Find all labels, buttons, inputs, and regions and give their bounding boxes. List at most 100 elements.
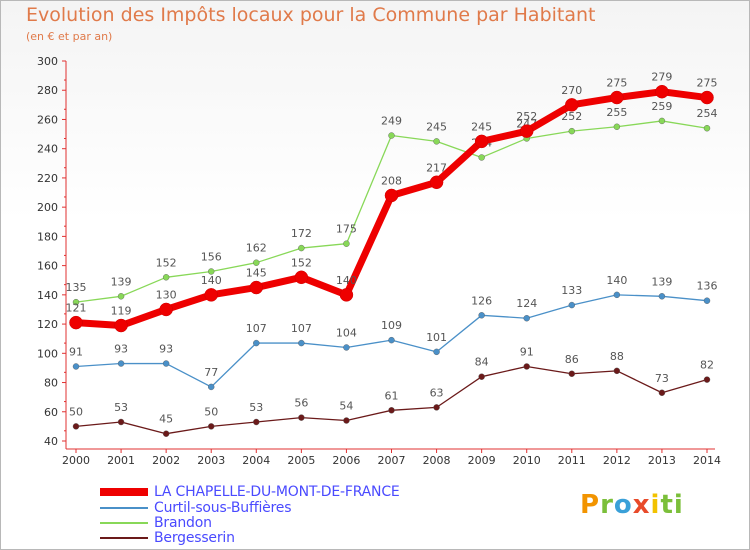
legend-label: Brandon xyxy=(154,515,212,531)
data-point xyxy=(568,370,575,377)
data-point xyxy=(384,188,399,203)
data-label: 275 xyxy=(697,77,718,90)
x-tick-label: 2013 xyxy=(648,454,676,467)
x-tick-label: 2014 xyxy=(693,454,721,467)
data-point xyxy=(298,339,305,347)
data-label: 86 xyxy=(565,353,579,366)
data-point xyxy=(658,389,666,396)
data-label: 254 xyxy=(697,107,718,120)
y-tick-label: 240 xyxy=(37,143,58,156)
x-tick-label: 2002 xyxy=(152,454,180,467)
x-tick-label: 2008 xyxy=(423,454,451,467)
data-point xyxy=(388,407,395,414)
data-label: 63 xyxy=(430,386,444,399)
y-tick-label: 60 xyxy=(44,406,58,419)
y-tick-label: 120 xyxy=(37,318,58,331)
data-label: 84 xyxy=(475,356,489,369)
chart-title: Evolution des Impôts locaux pour la Comm… xyxy=(26,4,596,26)
data-point xyxy=(703,125,711,132)
data-point xyxy=(298,414,305,421)
data-label: 77 xyxy=(204,366,218,379)
data-label: 53 xyxy=(249,401,263,414)
data-point xyxy=(72,423,80,430)
y-tick-label: 260 xyxy=(37,113,58,126)
data-label: 45 xyxy=(159,413,173,426)
x-tick-label: 2006 xyxy=(332,454,360,467)
y-tick-label: 160 xyxy=(37,260,58,273)
data-point xyxy=(208,383,215,391)
data-point xyxy=(343,417,350,424)
data-label: 107 xyxy=(291,322,312,335)
proxiti-logo: Proxiti xyxy=(580,490,684,520)
data-point xyxy=(208,268,215,275)
data-label: 54 xyxy=(339,400,353,413)
data-label: 252 xyxy=(516,110,537,123)
data-label: 145 xyxy=(246,267,267,280)
data-label: 245 xyxy=(471,120,492,133)
data-point xyxy=(294,270,309,285)
y-tick-label: 40 xyxy=(44,435,58,448)
x-tick-label: 2007 xyxy=(378,454,406,467)
data-label: 130 xyxy=(156,288,177,301)
data-label: 56 xyxy=(294,397,308,410)
legend-item-bergesserin: Bergesserin xyxy=(100,530,500,546)
legend-item-brandon: Brandon xyxy=(100,515,500,531)
data-label: 279 xyxy=(651,71,672,84)
data-point xyxy=(474,134,489,149)
data-point xyxy=(478,373,485,380)
data-label: 139 xyxy=(651,275,672,288)
data-label: 275 xyxy=(606,77,627,90)
y-tick-label: 220 xyxy=(37,172,58,185)
data-point xyxy=(117,293,125,300)
data-label: 61 xyxy=(385,389,399,402)
data-point xyxy=(610,90,624,105)
data-point xyxy=(388,336,395,344)
x-tick-label: 2001 xyxy=(107,454,135,467)
data-label: 175 xyxy=(336,223,357,236)
x-tick-label: 2011 xyxy=(558,454,586,467)
data-point xyxy=(339,288,354,302)
data-point xyxy=(523,315,530,322)
legend-swatch xyxy=(100,522,148,524)
x-tick-label: 2000 xyxy=(62,454,90,467)
data-point xyxy=(159,302,173,317)
data-point xyxy=(117,360,125,367)
legend-item-la-chapelle: LA CHAPELLE-DU-MONT-DE-FRANCE xyxy=(100,484,500,500)
data-point xyxy=(478,154,485,161)
data-point xyxy=(249,280,264,295)
data-label: 109 xyxy=(381,319,402,332)
data-label: 50 xyxy=(69,405,83,418)
data-label: 82 xyxy=(700,359,714,372)
data-label: 140 xyxy=(201,274,222,287)
data-label: 140 xyxy=(606,274,627,287)
data-point xyxy=(703,376,711,383)
data-label: 124 xyxy=(516,297,537,310)
x-tick-label: 2010 xyxy=(513,454,541,467)
legend-swatch xyxy=(100,507,148,509)
data-point xyxy=(658,293,666,300)
data-label: 162 xyxy=(246,242,267,255)
data-point xyxy=(253,259,260,266)
data-label: 135 xyxy=(66,281,87,294)
data-label: 91 xyxy=(520,345,534,358)
data-point xyxy=(298,244,305,252)
data-label: 249 xyxy=(381,115,402,128)
data-point xyxy=(343,240,350,247)
data-label: 93 xyxy=(159,343,173,356)
data-point xyxy=(565,98,579,112)
y-tick-label: 180 xyxy=(37,230,58,243)
data-point xyxy=(114,318,128,333)
data-point xyxy=(433,348,440,356)
data-point xyxy=(162,274,170,281)
data-point xyxy=(613,123,621,130)
data-point xyxy=(478,312,485,319)
y-tick-label: 280 xyxy=(37,84,58,97)
data-point xyxy=(703,297,711,304)
data-point xyxy=(519,124,534,138)
data-label: 107 xyxy=(246,322,267,335)
data-point xyxy=(343,344,350,351)
chart-subtitle: (en € et par an) xyxy=(26,30,113,43)
data-label: 91 xyxy=(69,345,83,358)
legend-label: Curtil-sous-Buffières xyxy=(154,500,292,516)
